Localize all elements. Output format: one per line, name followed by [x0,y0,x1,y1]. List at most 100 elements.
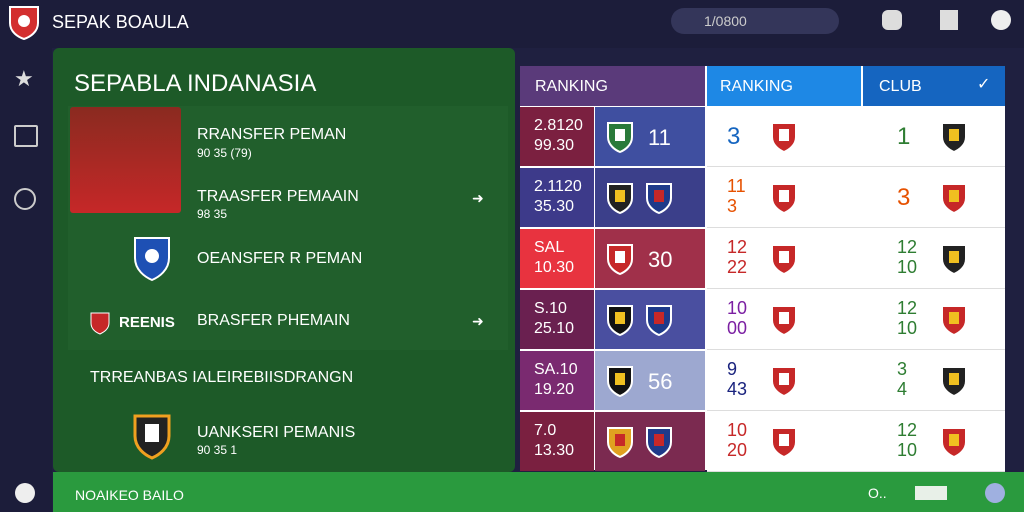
rank-text: 2.8120 [534,117,583,134]
club-crest [771,427,797,459]
nav-icon[interactable] [15,483,35,503]
score-text: 56 [648,369,673,394]
club-crest [771,122,797,154]
item-title[interactable]: TRAASFER PEMAAIN [197,188,359,205]
club-crest [646,183,672,215]
position-text: 12 [727,237,748,257]
score-text: 30 [648,247,673,272]
check-icon[interactable]: ✓ [977,76,991,93]
position-text: 10 [727,420,748,440]
footer-status: O.. [868,485,887,501]
rank-text: 7.0 [534,422,557,439]
top-bar [0,0,1024,48]
arrow[interactable]: ➜ [472,190,484,206]
rank-text: 25.10 [534,320,575,337]
club-crest [607,427,633,459]
club-crest [133,414,171,460]
club-text: 12 [897,420,918,440]
rank-text: SAL [534,239,565,256]
item-subtitle: 90 35 1 [197,443,238,457]
nav-icon[interactable] [14,188,36,210]
club-crest [607,183,633,215]
rank-text: S.10 [534,300,567,317]
footer-label: NOAIKEO BAILO [75,487,184,503]
rank-cell [520,229,594,288]
position-text: 20 [727,440,748,460]
badge-crest [90,312,110,335]
item-title[interactable]: OEANSFER R PEMAN [197,250,363,267]
position-text: 11 [727,176,746,196]
header-label[interactable]: RANKING [720,78,793,95]
club-crest [941,305,967,337]
club-text: 3 [897,359,908,379]
section-title: TRREANBAS IALEIREBIISDRANGN [90,369,354,386]
club-crest [771,244,797,276]
item-title[interactable]: BRASFER PHEMAIN [197,312,350,329]
club-crest [771,366,797,398]
club-text: 1 [897,123,911,150]
club-crest [771,305,797,337]
club-text: 10 [897,318,918,338]
club-text: 3 [897,184,911,211]
nav-icon[interactable] [14,125,38,147]
item-title[interactable]: UANKSERI PEMANIS [197,424,356,441]
item-subtitle: 90 35 (79) [197,146,252,160]
search-box[interactable] [671,8,839,34]
rank-text: SA.10 [534,361,578,378]
icon-button[interactable] [940,10,958,30]
header-label[interactable]: RANKING [535,78,608,95]
badge-text: REENIS [119,314,175,331]
club-text: 12 [897,237,918,257]
score-text: 11 [648,125,671,150]
app-logo [9,6,39,40]
club-text: 4 [897,379,908,399]
header-cell [707,66,861,106]
footer-icon[interactable] [985,483,1005,503]
rank-text: 35.30 [534,198,575,215]
header-label[interactable]: CLUB [879,78,922,95]
rank-text: 2.1120 [534,178,582,195]
rank-text: 10.30 [534,259,575,276]
position-text: 43 [727,379,748,399]
club-crest [941,122,967,154]
club-crest [607,122,633,154]
header-cell [863,66,1005,106]
icon-button[interactable] [882,10,902,30]
club-text: 10 [897,257,918,277]
rank-cell [520,412,594,471]
rank-cell [520,351,594,410]
player-photo [70,107,181,213]
position-text: 9 [727,359,738,379]
rank-cell [520,168,594,227]
club-crest [134,237,170,282]
club-crest [771,183,797,215]
footer-icon[interactable] [915,486,947,500]
item-subtitle: 98 35 [197,207,228,221]
club-crest [941,183,967,215]
item-title[interactable]: RRANSFER PEMAN [197,126,347,143]
arrow[interactable]: ➜ [472,313,484,329]
club-crest [607,366,633,398]
club-crest [646,305,672,337]
profile-button[interactable] [991,10,1011,30]
club-text: 10 [897,440,918,460]
position-text: 22 [727,257,748,277]
position-text: 10 [727,298,748,318]
nav-icon[interactable]: ★ [14,66,34,91]
club-crest [607,244,633,276]
club-crest [646,427,672,459]
rank-text: 13.30 [534,442,575,459]
rank-cell [520,107,594,166]
panel-title: SEPABLA INDANASIA [74,70,317,97]
club-crest [941,366,967,398]
search-text: 1/0800 [704,13,747,29]
app-title: SEPAK BOAULA [52,12,189,32]
footer-bar [53,472,1024,512]
club-crest [941,244,967,276]
rank-cell [520,290,594,349]
club-crest [941,427,967,459]
rank-text: 19.20 [534,381,575,398]
sidebar [0,48,52,512]
rank-text: 99.30 [534,137,575,154]
